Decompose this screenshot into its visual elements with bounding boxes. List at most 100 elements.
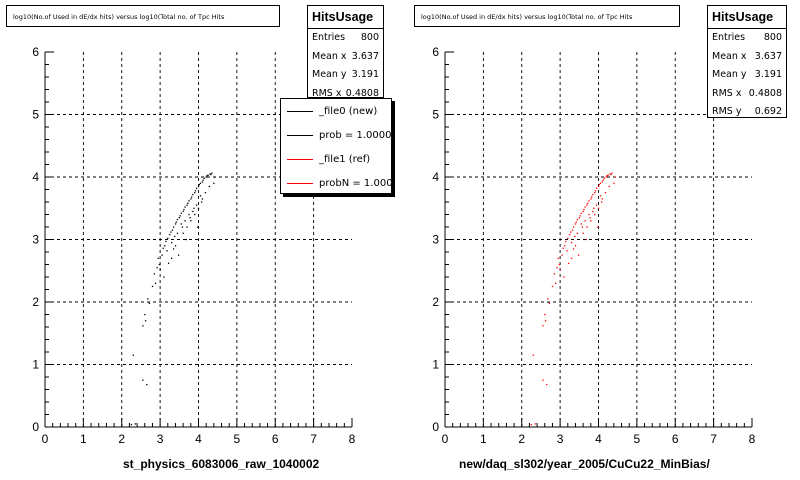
data-point: [571, 229, 574, 231]
data-point: [581, 226, 584, 228]
data-point: [205, 176, 207, 178]
y-tick-label: 3: [32, 233, 39, 247]
data-point: [595, 204, 598, 206]
data-point: [172, 248, 175, 250]
data-point: [147, 298, 149, 300]
data-point: [146, 383, 148, 386]
data-point: [180, 212, 182, 214]
data-point: [172, 226, 175, 228]
data-point: [198, 183, 200, 186]
stats-row-mean-x: Mean x 3.637: [712, 50, 782, 62]
data-point: [190, 198, 192, 200]
data-point: [203, 177, 205, 179]
data-point: [214, 176, 216, 178]
data-point: [553, 273, 556, 275]
x-tick-label: 8: [349, 432, 356, 446]
data-point: [142, 379, 144, 381]
data-point: [585, 238, 587, 241]
y-tick-label: 2: [32, 295, 39, 309]
stats-row-mean-y: Mean y 3.191: [312, 69, 379, 80]
data-point: [554, 282, 557, 284]
data-point: [211, 172, 213, 174]
y-tick-label: 5: [432, 108, 439, 122]
x-tick-label: 2: [518, 432, 525, 446]
data-point: [182, 210, 184, 213]
data-point: [171, 229, 174, 231]
data-point: [534, 423, 536, 425]
data-point: [174, 245, 177, 247]
data-point: [592, 210, 594, 213]
data-point: [574, 223, 577, 225]
data-point: [177, 254, 180, 256]
data-point: [161, 254, 163, 256]
data-point: [567, 262, 570, 264]
data-point: [542, 379, 544, 381]
data-point: [163, 276, 165, 278]
data-point: [569, 233, 571, 236]
data-point: [195, 204, 198, 206]
data-point: [587, 202, 589, 204]
data-point: [599, 182, 602, 184]
y-tick-label: 3: [432, 233, 439, 247]
data-point: [580, 223, 582, 225]
data-point: [213, 182, 215, 184]
data-point: [192, 193, 194, 196]
data-point: [562, 247, 564, 249]
data-point: [604, 192, 607, 194]
data-point: [559, 268, 561, 271]
data-point: [579, 215, 581, 217]
x-tick-label: 5: [634, 432, 641, 446]
stats-row-rms-y: RMS y 0.692: [712, 106, 782, 117]
data-point: [605, 176, 607, 178]
data-point: [594, 190, 597, 192]
data-point: [144, 320, 147, 322]
data-point: [571, 257, 573, 259]
data-point: [171, 257, 173, 259]
data-point: [197, 207, 200, 209]
data-point: [558, 263, 561, 266]
data-point: [594, 192, 596, 194]
data-point: [197, 226, 199, 228]
data-point: [590, 220, 592, 222]
data-point: [600, 201, 603, 203]
legend-line: [287, 158, 313, 160]
data-point: [167, 262, 170, 264]
data-point: [572, 226, 575, 228]
data-point: [603, 177, 605, 179]
data-point: [597, 207, 600, 209]
data-point: [182, 232, 184, 234]
data-point: [142, 325, 144, 327]
data-point: [175, 221, 177, 223]
x-tick-label: 1: [80, 432, 87, 446]
y-tick-label: 0: [32, 420, 39, 434]
stats-row-entries: Entries 800: [712, 32, 782, 43]
data-point: [609, 173, 611, 175]
x-tick-label: 5: [234, 432, 241, 446]
data-point: [589, 217, 591, 219]
data-point: [532, 354, 534, 356]
data-point: [576, 218, 579, 221]
data-point: [169, 233, 171, 236]
x-tick-label: 6: [672, 432, 679, 446]
data-point: [134, 423, 136, 425]
stats-row-rms-x: RMS x 0.4808: [312, 87, 379, 99]
data-point: [593, 207, 595, 209]
data-point: [186, 204, 188, 206]
x-tick-label: 3: [557, 432, 564, 446]
data-point: [209, 173, 211, 175]
data-point: [582, 232, 584, 234]
data-point: [158, 263, 161, 266]
data-point: [584, 220, 586, 222]
data-point: [188, 213, 190, 216]
data-point: [164, 245, 166, 247]
y-tick-label: 1: [432, 358, 439, 372]
data-point: [183, 208, 185, 211]
data-point: [174, 235, 176, 238]
data-point: [202, 179, 204, 181]
data-point: [565, 240, 567, 243]
data-point: [590, 196, 593, 198]
data-point: [570, 231, 572, 233]
data-point: [194, 190, 197, 192]
data-point: [204, 192, 207, 194]
